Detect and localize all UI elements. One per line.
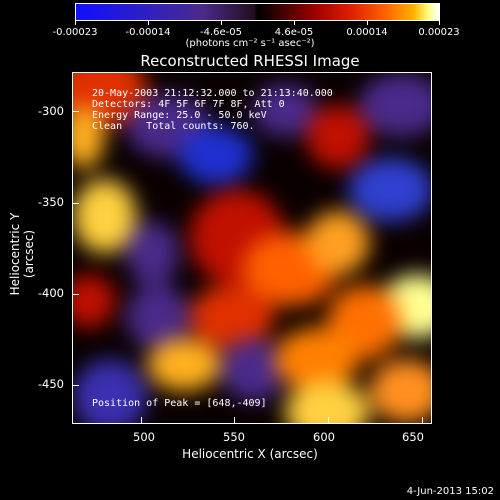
- timestamp: 4-Jun-2013 15:02: [406, 486, 494, 497]
- colorbar-tick-label: -0.00023: [52, 27, 98, 38]
- colorbar-units: (photons cm⁻² s⁻¹ asec⁻²): [185, 38, 315, 49]
- heatmap: [73, 73, 431, 423]
- colorbar-tick-mark: [221, 21, 222, 25]
- x-tick-mark: [422, 417, 423, 423]
- colorbar-tick-mark: [148, 21, 149, 25]
- time-range-text: 20-May-2003 21:12:32.000 to 21:13:40.000: [92, 88, 333, 99]
- y-tick-mark: [73, 385, 79, 386]
- y-tick-label: -450: [37, 377, 64, 391]
- x-tick-mark: [328, 417, 329, 423]
- y-tick-mark: [73, 294, 79, 295]
- colorbar-tick-label: -4.6e-05: [200, 27, 242, 38]
- peak-position-text: Position of Peak = [648,-409]: [92, 398, 267, 409]
- y-tick-label: -300: [37, 104, 64, 118]
- energy-range-text: Energy Range: 25.0 - 50.0 keV: [92, 110, 267, 121]
- colorbar-tick-label: 4.6e-05: [274, 27, 314, 38]
- x-tick-label: 500: [133, 430, 155, 444]
- y-tick-mark: [73, 111, 79, 112]
- colorbar-tick-label: 0.00023: [418, 27, 460, 38]
- clean-counts-text: Clean Total counts: 760.: [92, 121, 255, 132]
- colorbar-tick-mark: [75, 21, 76, 25]
- x-tick-mark: [141, 417, 142, 423]
- colorbar-tick-label: 0.00014: [346, 27, 388, 38]
- colorbar-tick-label: -0.00014: [125, 27, 171, 38]
- x-tick-label: 550: [223, 430, 245, 444]
- colorbar-tick-mark: [439, 21, 440, 25]
- detectors-text: Detectors: 4F 5F 6F 7F 8F, Att 0: [92, 99, 285, 110]
- y-axis-label: Heliocentric Y (arcsec): [8, 212, 36, 296]
- x-tick-mark: [234, 417, 235, 423]
- y-tick-label: -350: [37, 195, 64, 209]
- rhessi-image: [72, 72, 432, 424]
- x-tick-label: 650: [402, 430, 424, 444]
- colorbar-tick-mark: [367, 21, 368, 25]
- x-tick-label: 600: [313, 430, 335, 444]
- y-tick-mark: [73, 203, 79, 204]
- y-tick-label: -400: [37, 286, 64, 300]
- image-title: Reconstructed RHESSI Image: [140, 52, 360, 70]
- colorbar-tick-mark: [294, 21, 295, 25]
- colorbar: [75, 3, 440, 21]
- x-axis-label: Heliocentric X (arcsec): [182, 447, 318, 461]
